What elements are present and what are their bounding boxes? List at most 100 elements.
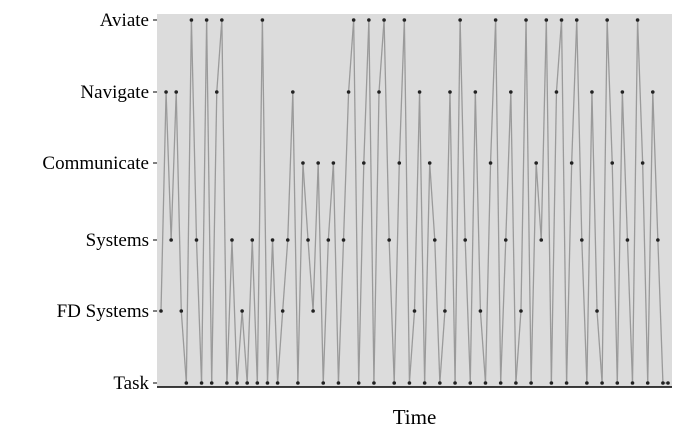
- series-segment: [439, 310, 446, 384]
- data-point: [493, 18, 498, 22]
- data-point: [534, 161, 538, 165]
- data-point: [356, 381, 361, 385]
- y-tick-label: Navigate: [80, 82, 149, 103]
- data-point: [417, 90, 422, 94]
- series-segment: [611, 162, 618, 384]
- series-segment: [190, 19, 198, 241]
- data-point: [564, 381, 569, 385]
- series-segment: [423, 162, 431, 384]
- y-tick-label: Aviate: [100, 10, 149, 31]
- y-tick-label: FD Systems: [57, 301, 149, 322]
- series-segment: [510, 91, 517, 384]
- series-lines: [160, 19, 668, 384]
- series-segment: [434, 239, 441, 384]
- series-segment: [571, 19, 578, 164]
- data-point: [230, 238, 234, 242]
- series-segment: [489, 19, 497, 164]
- data-point: [448, 90, 452, 94]
- series-segment: [398, 19, 406, 164]
- data-point: [432, 238, 437, 242]
- series-segment: [312, 162, 319, 312]
- data-point: [524, 18, 528, 22]
- data-point: [225, 381, 229, 385]
- x-axis-label: Time: [393, 405, 437, 429]
- data-point: [209, 381, 214, 385]
- data-point: [367, 18, 371, 22]
- data-point: [463, 238, 468, 242]
- series-segment: [479, 310, 487, 384]
- data-point: [214, 90, 219, 94]
- data-point: [458, 18, 462, 22]
- data-point: [321, 381, 326, 385]
- series-segment: [170, 91, 177, 241]
- series-segment: [292, 91, 299, 384]
- series-segment: [307, 239, 314, 312]
- data-point: [265, 381, 270, 385]
- data-point: [610, 161, 615, 165]
- data-point: [453, 381, 457, 385]
- data-point: [559, 18, 564, 22]
- data-point: [585, 381, 589, 385]
- data-point: [645, 381, 650, 385]
- series-segment: [226, 239, 233, 384]
- series-segment: [221, 19, 228, 384]
- data-point: [427, 161, 432, 165]
- data-point: [351, 18, 356, 22]
- data-point: [240, 309, 244, 313]
- y-tick-label: Task: [113, 373, 149, 394]
- data-point: [569, 161, 574, 165]
- data-point: [661, 381, 665, 385]
- series-segment: [642, 162, 649, 384]
- series-segment: [418, 91, 426, 384]
- series-segment: [500, 239, 507, 384]
- series-segment: [505, 91, 512, 241]
- series-segment: [429, 162, 436, 241]
- series-segment: [601, 19, 608, 384]
- series-segment: [484, 162, 492, 384]
- series-segment: [555, 19, 563, 93]
- data-point: [174, 90, 179, 94]
- data-point: [478, 309, 483, 313]
- series-segment: [175, 91, 182, 312]
- series-segment: [332, 162, 340, 384]
- series-segment: [631, 19, 639, 384]
- series-segment: [586, 91, 593, 384]
- data-point: [635, 18, 640, 22]
- data-point: [250, 238, 255, 242]
- series-segment: [520, 19, 527, 312]
- series-segment: [652, 91, 659, 241]
- series-segment: [545, 19, 553, 384]
- series-segment: [388, 239, 395, 384]
- series-segment: [449, 91, 456, 384]
- series-segment: [403, 19, 411, 384]
- data-point: [326, 238, 331, 242]
- data-point: [169, 238, 173, 242]
- series-markers: [159, 18, 670, 385]
- data-point: [402, 18, 407, 22]
- series-segment: [464, 239, 471, 384]
- data-point: [184, 381, 189, 385]
- data-point: [650, 90, 655, 94]
- y-tick-label: Communicate: [42, 153, 149, 174]
- series-segment: [494, 19, 502, 384]
- series-segment: [251, 239, 258, 384]
- series-segment: [195, 239, 203, 384]
- series-segment: [393, 162, 400, 384]
- series-segment: [565, 162, 573, 384]
- data-point: [473, 90, 478, 94]
- series-segment: [297, 162, 304, 384]
- series-segment: [302, 162, 309, 241]
- series-segment: [282, 239, 289, 312]
- series-segment: [353, 19, 360, 384]
- series-segment: [368, 19, 375, 384]
- data-point: [438, 381, 442, 385]
- series-segment: [322, 239, 329, 384]
- data-point: [164, 90, 168, 94]
- data-point: [625, 238, 630, 242]
- series-segment: [576, 19, 583, 241]
- data-point: [503, 238, 508, 242]
- series-segment: [160, 91, 167, 312]
- data-point: [392, 381, 397, 385]
- data-point: [280, 309, 285, 313]
